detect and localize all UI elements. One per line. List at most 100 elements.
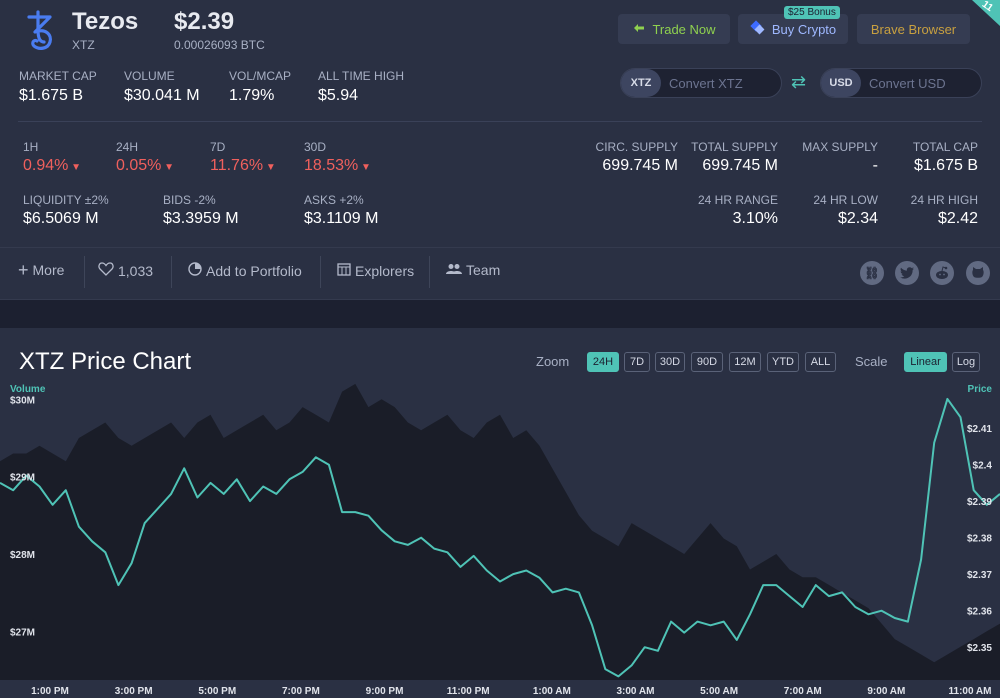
- price-tick-label: $2.38: [967, 534, 992, 545]
- low-24h-value: $2.34: [837, 210, 878, 227]
- x-tick-label: 9:00 AM: [867, 686, 905, 697]
- separator: [84, 256, 85, 288]
- circ-supply-value: 699.745 M: [602, 157, 678, 174]
- convert-usd-input[interactable]: [861, 75, 981, 91]
- zoom-30d-button[interactable]: 30D: [655, 352, 685, 372]
- separator: [171, 256, 172, 288]
- bids-value: $3.3959 M: [163, 210, 239, 227]
- ath-value: $5.94: [318, 87, 359, 104]
- tezos-logo-icon: [22, 8, 58, 52]
- liquidity-value: $6.5069 M: [23, 210, 99, 227]
- portfolio-icon: [188, 262, 202, 279]
- brave-browser-button[interactable]: Brave Browser: [857, 14, 970, 44]
- team-button[interactable]: Team: [446, 262, 500, 278]
- circ-supply-label: CIRC. SUPPLY: [595, 140, 678, 154]
- asks-label: ASKS +2%: [304, 193, 364, 207]
- volume-tick-label: $30M: [10, 395, 35, 406]
- like-button[interactable]: 1,033: [98, 262, 153, 279]
- zoom-7d-button[interactable]: 7D: [624, 352, 650, 372]
- twitter-icon[interactable]: [895, 261, 919, 285]
- scale-linear-button[interactable]: Linear: [904, 352, 947, 372]
- change-7d-value: 11.76% ▼: [210, 157, 276, 174]
- coin-summary-panel: [0, 0, 1000, 300]
- change-24h-label: 24H: [116, 140, 139, 154]
- max-supply-value: -: [872, 157, 878, 174]
- max-supply-label: MAX SUPPLY: [802, 140, 878, 154]
- volume-area: [0, 383, 1000, 680]
- add-to-portfolio-button[interactable]: Add to Portfolio: [188, 262, 302, 279]
- convert-xtz-input[interactable]: [661, 75, 781, 91]
- x-tick-label: 11:00 PM: [447, 686, 490, 697]
- reddit-icon[interactable]: [930, 261, 954, 285]
- down-caret-icon: ▼: [263, 162, 276, 173]
- total-cap-value: $1.675 B: [913, 157, 978, 174]
- price-tick-label: $2.36: [967, 607, 992, 618]
- x-tick-label: 7:00 AM: [784, 686, 822, 697]
- price-volume-chart[interactable]: Volume Price $30M $29M $28M $27M $2.41 $2.4 $2.3…: [0, 380, 1000, 698]
- coin-symbol: XTZ: [72, 38, 95, 52]
- usd-converter: USD: [820, 68, 982, 98]
- explorers-button[interactable]: Explorers: [337, 262, 414, 279]
- low-24h-label: 24 HR LOW: [813, 193, 878, 207]
- github-icon[interactable]: [966, 261, 990, 285]
- corner-ribbon[interactable]: 11: [952, 0, 1000, 28]
- zoom-ytd-button[interactable]: YTD: [767, 352, 799, 372]
- x-tick-label: 1:00 PM: [31, 686, 69, 697]
- vol-mcap-label: VOL/MCAP: [229, 69, 292, 83]
- price-line: [0, 397, 1000, 678]
- down-caret-icon: ▼: [161, 162, 175, 173]
- more-label: More: [32, 262, 65, 278]
- zoom-12m-button[interactable]: 12M: [729, 352, 761, 372]
- change-30d-label: 30D: [304, 140, 327, 154]
- total-supply-label: TOTAL SUPPLY: [691, 140, 778, 154]
- scale-label: Scale: [855, 354, 888, 369]
- team-label: Team: [466, 262, 501, 278]
- add-to-portfolio-label: Add to Portfolio: [206, 262, 302, 279]
- link-icon[interactable]: ⛓: [860, 261, 884, 285]
- more-button[interactable]: + More: [18, 261, 65, 279]
- x-tick-label: 5:00 AM: [700, 686, 738, 697]
- range-24h-value: 3.10%: [732, 210, 778, 227]
- change-1h-value: 0.94% ▼: [23, 157, 82, 174]
- zoom-24h-button[interactable]: 24H: [587, 352, 619, 372]
- chart-title: XTZ Price Chart: [19, 348, 192, 375]
- x-tick-label: 3:00 PM: [115, 686, 153, 697]
- scale-log-button[interactable]: Log: [952, 352, 980, 372]
- swap-arrows-icon[interactable]: ⇄: [791, 72, 807, 92]
- vol-mcap-value: 1.79%: [229, 87, 275, 104]
- xtz-converter: XTZ: [620, 68, 782, 98]
- range-24h-label: 24 HR RANGE: [697, 193, 778, 207]
- coin-price: $2.39: [174, 8, 235, 35]
- zoom-all-button[interactable]: ALL: [805, 352, 836, 372]
- x-tick-label: 3:00 AM: [616, 686, 654, 697]
- down-caret-icon: ▼: [358, 162, 371, 173]
- x-tick-label: 9:00 PM: [366, 686, 404, 697]
- divider: [18, 121, 982, 122]
- volume-axis-title: Volume: [10, 384, 46, 395]
- bids-label: BIDS -2%: [163, 193, 216, 207]
- explorers-label: Explorers: [355, 262, 415, 279]
- buy-crypto-button[interactable]: Buy Crypto: [738, 14, 848, 44]
- high-24h-label: 24 HR HIGH: [910, 193, 978, 207]
- change-1h-label: 1H: [23, 140, 39, 154]
- trade-icon: [632, 21, 646, 38]
- trade-now-button[interactable]: Trade Now: [618, 14, 730, 44]
- volume-tick-label: $28M: [10, 550, 35, 561]
- down-caret-icon: ▼: [68, 162, 82, 173]
- price-tick-label: $2.4: [973, 461, 993, 472]
- bonus-badge: $25 Bonus: [784, 6, 840, 19]
- zoom-90d-button[interactable]: 90D: [691, 352, 723, 372]
- zoom-label: Zoom: [536, 354, 570, 369]
- x-tick-label: 1:00 AM: [533, 686, 571, 697]
- trade-now-label: Trade Now: [652, 21, 716, 37]
- usd-converter-tag: USD: [821, 69, 861, 97]
- volume-tick-label: $27M: [10, 627, 35, 638]
- x-tick-label: 11:00 AM: [949, 686, 992, 697]
- market-cap-label: MARKET CAP: [19, 69, 97, 83]
- volume-label: VOLUME: [124, 69, 175, 83]
- price-tick-label: $2.39: [967, 497, 992, 508]
- xtz-converter-tag: XTZ: [621, 69, 661, 97]
- price-tick-label: $2.35: [967, 643, 992, 654]
- price-axis-title: Price: [968, 384, 993, 395]
- x-tick-label: 7:00 PM: [282, 686, 320, 697]
